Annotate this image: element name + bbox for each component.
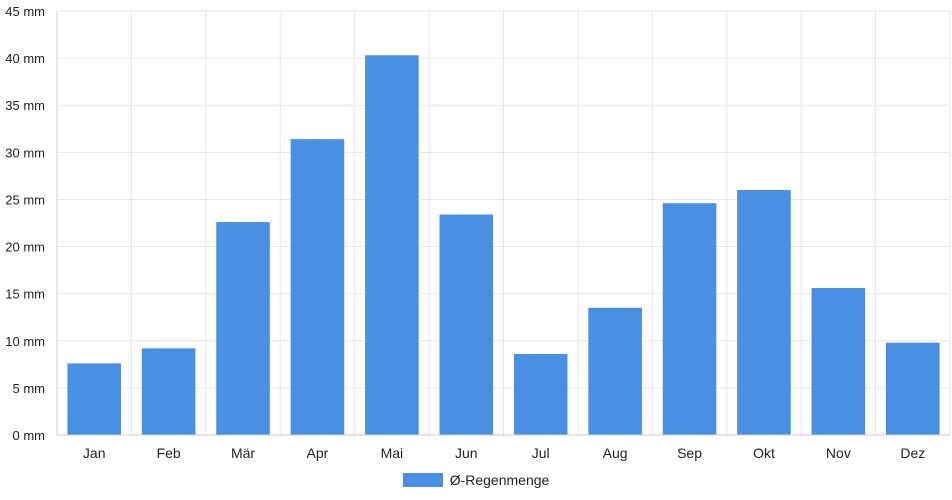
x-tick-label: Jun [455,445,478,461]
legend-label: Ø-Regenmenge [449,472,550,488]
y-tick-label: 5 mm [13,381,46,396]
y-tick-labels: 0 mm 5 mm 10 mm 15 mm 20 mm 25 mm 30 mm 35 mm 40… [5,4,45,443]
bar[interactable] [513,353,568,435]
y-tick-label: 35 mm [5,98,45,113]
x-tick-label: Jan [83,445,106,461]
x-tick-labels: Jan Feb Mär Apr Mai Jun Jul Aug Sep Okt Nov Dez [83,445,925,461]
bar[interactable] [141,348,196,435]
y-tick-label: 25 mm [5,192,45,207]
bar[interactable] [811,288,866,435]
bar[interactable] [290,139,345,436]
x-tick-label: Mai [381,445,404,461]
y-tick-label: 15 mm [5,287,45,302]
x-tick-label: Jul [532,445,550,461]
x-tick-label: Apr [307,445,329,461]
y-tick-label: 10 mm [5,334,45,349]
bar[interactable] [737,190,791,435]
legend-swatch [402,473,443,487]
bar-chart: 0 mm 5 mm 10 mm 15 mm 20 mm 25 mm 30 mm 35 mm 40… [5,4,951,461]
bar[interactable] [662,203,717,435]
x-tick-label: Aug [603,445,628,461]
grid-lines [56,10,951,436]
bar[interactable] [365,55,419,435]
x-tick-label: Sep [677,445,702,461]
x-tick-label: Dez [900,445,925,461]
x-tick-label: Nov [826,445,851,461]
bars [67,55,940,436]
y-tick-label: 30 mm [5,145,45,160]
bar[interactable] [886,342,940,435]
y-tick-label: 20 mm [5,240,45,255]
y-tick-label: 40 mm [5,51,45,66]
axes [56,11,950,436]
x-tick-label: Mär [231,445,255,461]
bar[interactable] [67,363,121,435]
y-tick-label: 0 mm [13,428,46,443]
x-tick-label: Feb [157,445,181,461]
y-tick-label: 45 mm [5,4,45,19]
x-tick-label: Okt [753,445,775,461]
bar[interactable] [216,222,270,435]
bar[interactable] [588,307,642,435]
bar[interactable] [439,214,494,435]
legend[interactable]: Ø-Regenmenge [0,472,952,488]
